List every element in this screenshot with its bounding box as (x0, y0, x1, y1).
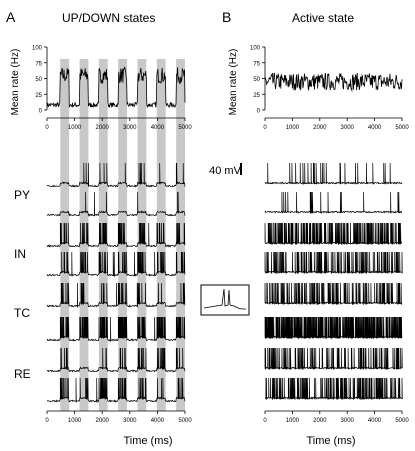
time-x-tick-label: 1000 (68, 418, 82, 424)
voltage-trace-in (264, 222, 403, 245)
panel-b-time-axis: 0 1000 2000 3000 4000 5000 (263, 410, 409, 424)
voltage-trace-in (46, 222, 186, 248)
rate-x-tick-label: 3000 (123, 125, 137, 131)
voltage-trace-py (264, 191, 403, 214)
rate-y-tick-label: 0 (257, 109, 261, 115)
voltage-trace-in (46, 251, 186, 277)
rate-x-tick-label: 2000 (313, 125, 327, 131)
rate-x-tick-label: 2000 (96, 125, 110, 131)
scale-bar-label: 40 mV (209, 165, 241, 177)
rate-y-tick-label: 100 (32, 46, 43, 52)
rate-x-tick-label: 0 (45, 125, 49, 131)
cell-label-re: RE (14, 367, 31, 381)
rate-x-tick-label: 4000 (151, 125, 165, 131)
rate-y-tick-label: 75 (253, 61, 260, 67)
mean-rate-series (46, 66, 186, 109)
cell-label-in: IN (14, 247, 26, 261)
rate-x-tick-label: 0 (263, 125, 267, 131)
time-x-tick-label: 5000 (395, 418, 409, 424)
voltage-trace-py (46, 162, 186, 188)
voltage-trace-re (46, 377, 186, 403)
panel-a-ylabel: Mean rate (Hz) (10, 49, 21, 116)
panel-b-ylabel: Mean rate (Hz) (228, 49, 239, 116)
voltage-trace-py (46, 191, 186, 217)
time-x-tick-label: 0 (263, 418, 267, 424)
time-x-tick-label: 2000 (313, 418, 327, 424)
time-x-tick-label: 1000 (286, 418, 300, 424)
voltage-trace-re (264, 377, 403, 401)
time-x-tick-label: 0 (45, 418, 49, 424)
panel-a-voltage-traces (46, 162, 186, 403)
panel-b-voltage-traces (264, 162, 403, 401)
rate-x-tick-label: 5000 (395, 125, 409, 131)
panel-b-xlabel: Time (ms) (306, 435, 355, 447)
voltage-trace-re (264, 347, 403, 371)
cell-label-py: PY (14, 188, 30, 202)
cell-label-tc: TC (14, 306, 30, 320)
time-x-tick-label: 3000 (123, 418, 137, 424)
voltage-trace-tc (46, 282, 186, 308)
rate-x-tick-label: 5000 (178, 125, 192, 131)
voltage-trace-tc (46, 316, 186, 342)
rate-y-tick-label: 75 (35, 61, 42, 67)
rate-y-tick-label: 50 (35, 77, 42, 83)
rate-x-tick-label: 1000 (286, 125, 300, 131)
panel-a-time-axis: 0 1000 2000 3000 4000 5000 (45, 410, 192, 424)
time-x-tick-label: 3000 (341, 418, 355, 424)
rate-y-tick-label: 0 (39, 109, 43, 115)
voltage-trace-in (264, 251, 403, 275)
panel-b-title: Active state (292, 11, 354, 25)
time-x-tick-label: 4000 (368, 418, 382, 424)
panel-a-xlabel: Time (ms) (123, 435, 172, 447)
panel-a-title: UP/DOWN states (62, 11, 155, 25)
panel-a-letter: A (6, 9, 16, 25)
rate-x-tick-label: 4000 (368, 125, 382, 131)
voltage-trace-tc (264, 282, 403, 306)
time-x-tick-label: 5000 (178, 418, 192, 424)
rate-x-tick-label: 3000 (341, 125, 355, 131)
rate-y-tick-label: 25 (35, 93, 42, 99)
time-x-tick-label: 2000 (96, 418, 110, 424)
inset-trace (203, 288, 246, 310)
voltage-trace-tc (264, 316, 403, 340)
panel-b-letter: B (222, 9, 231, 25)
rate-y-tick-label: 100 (250, 46, 261, 52)
mean-rate-series (264, 72, 403, 92)
time-x-tick-label: 4000 (151, 418, 165, 424)
rate-x-tick-label: 1000 (68, 125, 82, 131)
up-state-band (176, 59, 185, 411)
rate-y-tick-label: 50 (253, 77, 260, 83)
voltage-trace-py (264, 162, 403, 185)
rate-y-tick-label: 25 (253, 93, 260, 99)
voltage-trace-re (47, 347, 186, 373)
